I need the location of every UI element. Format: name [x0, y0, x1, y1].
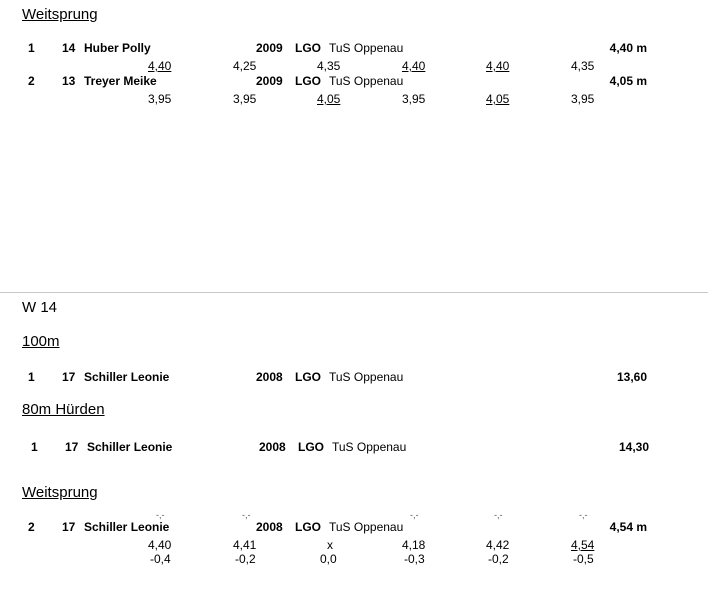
attempt: 4,18: [402, 538, 426, 552]
section-heading-100m: 100m: [22, 333, 60, 350]
row-team: TuS Oppenau: [329, 74, 404, 88]
clipped-fragment: -,-: [156, 510, 165, 520]
attempt: 4,35: [571, 59, 595, 73]
wind: 0,0: [320, 552, 337, 566]
row-year: 2008: [256, 370, 283, 384]
attempt: 3,95: [571, 92, 595, 106]
row-result: 14,30: [618, 440, 649, 454]
row-name: Huber Polly: [84, 41, 151, 55]
row-club: LGO: [295, 370, 321, 384]
row-place: 1: [31, 440, 38, 454]
attempt: 3,95: [233, 92, 257, 106]
row-club: LGO: [295, 74, 321, 88]
row-year: 2008: [259, 440, 286, 454]
row-name: Schiller Leonie: [87, 440, 173, 454]
attempt: 4,25: [233, 59, 257, 73]
attempt: 3,95: [402, 92, 426, 106]
attempt: x: [327, 538, 333, 552]
row-team: TuS Oppenau: [329, 370, 404, 384]
row-year: 2009: [256, 74, 283, 88]
attempt: 4,40: [148, 59, 172, 73]
wind: -0,2: [488, 552, 509, 566]
row-number: 13: [62, 74, 76, 88]
row-year: 2009: [256, 41, 283, 55]
age-group-heading: W 14: [22, 299, 58, 316]
attempt: 4,05: [486, 92, 510, 106]
clipped-fragment: -,-: [494, 510, 503, 520]
row-result: 4,05 m: [609, 74, 647, 88]
row-result: 13,60: [616, 370, 647, 384]
wind: -0,4: [150, 552, 171, 566]
attempt: 4,40: [402, 59, 426, 73]
attempt: 4,41: [233, 538, 257, 552]
attempt: 4,42: [486, 538, 510, 552]
section-heading-80m-huerden: 80m Hürden: [22, 401, 105, 418]
row-place: 2: [28, 74, 35, 88]
clipped-fragment: -,-: [242, 510, 251, 520]
attempt: 4,54: [571, 538, 595, 552]
row-team: TuS Oppenau: [329, 41, 404, 55]
row-year: 2008: [256, 520, 283, 534]
row-place: 2: [28, 520, 35, 534]
page-divider: [0, 292, 708, 293]
clipped-fragment: -,-: [410, 510, 419, 520]
row-result: 4,54 m: [609, 520, 647, 534]
row-place: 1: [28, 370, 35, 384]
attempt: 4,40: [486, 59, 510, 73]
row-number: 17: [62, 370, 76, 384]
row-club: LGO: [298, 440, 324, 454]
row-number: 17: [62, 520, 76, 534]
row-number: 17: [65, 440, 79, 454]
attempt: 3,95: [148, 92, 172, 106]
row-number: 14: [62, 41, 76, 55]
row-place: 1: [28, 41, 35, 55]
wind: -0,3: [404, 552, 425, 566]
row-club: LGO: [295, 520, 321, 534]
row-team: TuS Oppenau: [332, 440, 407, 454]
attempt: 4,05: [317, 92, 341, 106]
section-heading-weitsprung-1: Weitsprung: [22, 6, 98, 23]
row-name: Schiller Leonie: [84, 520, 170, 534]
attempt: 4,40: [148, 538, 172, 552]
wind: -0,2: [235, 552, 256, 566]
row-name: Schiller Leonie: [84, 370, 170, 384]
row-club: LGO: [295, 41, 321, 55]
clipped-fragment: -,-: [579, 510, 588, 520]
attempt: 4,35: [317, 59, 341, 73]
row-team: TuS Oppenau: [329, 520, 404, 534]
row-name: Treyer Meike: [84, 74, 157, 88]
row-result: 4,40 m: [609, 41, 647, 55]
wind: -0,5: [573, 552, 594, 566]
section-heading-weitsprung-2: Weitsprung: [22, 484, 98, 501]
